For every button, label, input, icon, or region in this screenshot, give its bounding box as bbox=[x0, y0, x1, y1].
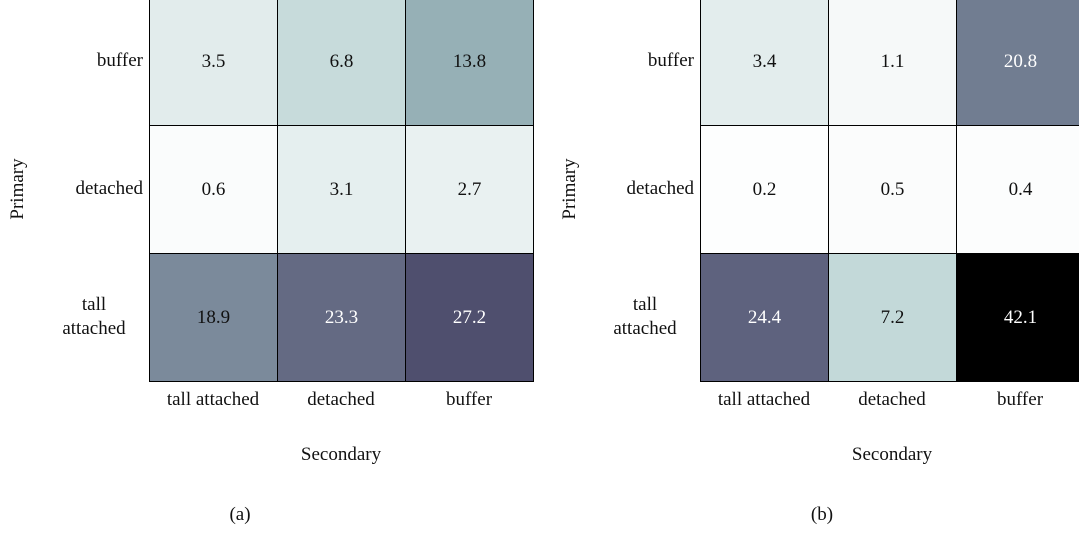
x-tick-label: detached bbox=[307, 389, 375, 410]
heatmap-cell: 3.5 bbox=[149, 0, 278, 126]
heatmap-cell: 6.8 bbox=[277, 0, 406, 126]
heatmap-cell: 42.1 bbox=[956, 253, 1079, 382]
heatmap-cell: 24.4 bbox=[700, 253, 829, 382]
heatmap-cell: 18.9 bbox=[149, 253, 278, 382]
heatmap-cell: 27.2 bbox=[405, 253, 534, 382]
heatmap-cell: 0.6 bbox=[149, 125, 278, 254]
heatmap-cell: 23.3 bbox=[277, 253, 406, 382]
x-tick-label: buffer bbox=[445, 389, 493, 410]
x-tick-label: tall attached bbox=[717, 389, 811, 410]
heatmap-cell: 7.2 bbox=[828, 253, 957, 382]
heatmap-cell: 0.2 bbox=[700, 125, 829, 254]
heatmap-cell: 3.4 bbox=[700, 0, 829, 126]
x-axis-label: Secondary bbox=[300, 444, 382, 465]
heatmap-cell: 13.8 bbox=[405, 0, 534, 126]
x-tick-label: tall attached bbox=[166, 389, 260, 410]
y-tick-label: tall attached bbox=[62, 294, 126, 339]
heatmap-cell: 2.7 bbox=[405, 125, 534, 254]
y-tick-label: buffer bbox=[96, 50, 143, 71]
x-tick-label: detached bbox=[858, 389, 926, 410]
y-tick-label: tall attached bbox=[613, 294, 677, 339]
heatmap-cell: 0.5 bbox=[828, 125, 957, 254]
x-axis-label: Secondary bbox=[851, 444, 933, 465]
y-tick-label: detached bbox=[626, 178, 694, 199]
heatmap-cell: 3.1 bbox=[277, 125, 406, 254]
y-tick-label: detached bbox=[75, 178, 143, 199]
heatmap-cell: 20.8 bbox=[956, 0, 1079, 126]
caption: (b) bbox=[810, 504, 834, 525]
y-tick-label: buffer bbox=[647, 50, 694, 71]
y-axis-label: Primary bbox=[7, 158, 28, 220]
caption: (a) bbox=[229, 504, 251, 525]
heatmap-cell: 1.1 bbox=[828, 0, 957, 126]
heatmap-cell: 0.4 bbox=[956, 125, 1079, 254]
x-tick-label: buffer bbox=[996, 389, 1044, 410]
y-axis-label: Primary bbox=[559, 158, 580, 220]
